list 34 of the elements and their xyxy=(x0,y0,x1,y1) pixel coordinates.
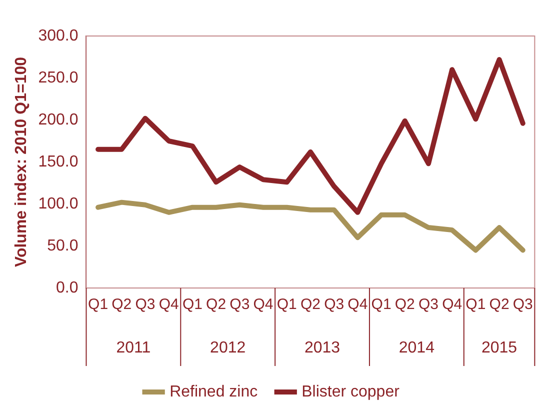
y-tick-label: 300.0 xyxy=(38,27,78,44)
x-tick-label: Q3 xyxy=(135,296,156,314)
y-tick-label: 150.0 xyxy=(38,153,78,170)
x-tick-label: Q3 xyxy=(324,296,344,314)
x-tick-label: Q3 xyxy=(512,296,533,314)
y-axis-title: Volume index: 2010 Q1=100 xyxy=(13,56,30,268)
x-tick-label: Q4 xyxy=(442,296,462,314)
x-tick-label: Q2 xyxy=(489,296,510,314)
x-tick-label: Q3 xyxy=(418,296,438,314)
text: 2014 xyxy=(398,339,435,356)
x-tick-label: Q1 xyxy=(182,296,202,314)
y-tick-label: 50.0 xyxy=(47,237,78,254)
x-tick-label: Q1 xyxy=(276,296,297,314)
y-tick-label: 0.0 xyxy=(56,279,78,296)
x-tick-label: Q2 xyxy=(112,296,132,314)
x-tick-label: Q4 xyxy=(158,296,179,314)
text: 2013 xyxy=(304,339,340,356)
text: 2012 xyxy=(210,339,246,356)
y-tick-label: 250.0 xyxy=(38,69,78,86)
x-tick-label: Q1 xyxy=(88,296,108,314)
x-tick-label: Q1 xyxy=(371,296,392,314)
text: 2015 xyxy=(481,339,518,356)
x-tick-label: Q1 xyxy=(466,296,486,314)
x-tick-label: Q4 xyxy=(253,296,274,314)
text: 2011 xyxy=(116,339,151,356)
legend-label: Blister copper xyxy=(302,383,400,400)
x-tick-label: Q4 xyxy=(348,296,368,314)
y-tick-label: 100.0 xyxy=(38,195,78,212)
x-tick-label: Q3 xyxy=(230,296,250,314)
x-tick-label: Q2 xyxy=(394,296,415,314)
x-tick-label: Q2 xyxy=(300,296,320,314)
legend-label: Refined zinc xyxy=(170,383,258,400)
x-tick-label: Q2 xyxy=(206,296,226,314)
y-tick-label: 200.0 xyxy=(38,111,78,128)
